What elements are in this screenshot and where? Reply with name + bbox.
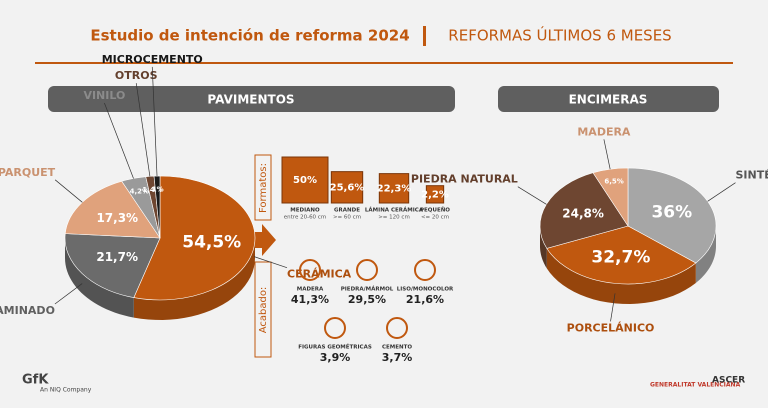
value-label: 29,5% [348,293,386,306]
value-label: 22,3% [377,183,412,194]
section-header [498,86,719,112]
gfk-note: An NIQ Company [40,387,92,394]
title-separator [423,26,426,46]
category-label: FIGURAS GEOMÉTRICAS [298,343,372,351]
pie-side [133,238,255,320]
leader-line [54,179,83,203]
value-label: 17,3% [96,211,138,225]
category-label: GRANDE [334,208,360,214]
category-label: PORCELÁNICO [567,321,655,334]
section-header [48,86,455,112]
title-rule [35,62,733,64]
category-label: CEMENTO [382,345,412,351]
subtitle: REFORMAS ÚLTIMOS 6 MESES [448,26,671,45]
category-label: SINTÉTICO [735,169,768,182]
category-label: PIEDRA NATURAL [411,173,518,186]
label-frame [254,154,272,221]
category-label: LÁMINA CERÁMICA [365,207,424,214]
finish-icon [324,317,346,339]
format-box [330,171,364,204]
category-sublabel: <= 20 cm [421,215,449,221]
finish-icon [386,317,408,339]
pie-side [695,226,716,283]
finish-icon [414,259,436,281]
value-label: 21,6% [406,293,444,306]
finish-icon [299,259,321,281]
format-box [425,185,445,204]
pie-slice [133,175,256,301]
category-label: MADERA [577,125,631,138]
value-label: 50% [293,175,317,186]
value-label: 3,7% [382,351,413,364]
pie-side [65,238,134,318]
pie-side [540,226,547,269]
value-label: 24,8% [562,207,604,221]
title: Estudio de intención de reforma 2024 [90,27,409,45]
value-label: 4,2% [130,188,149,196]
value-label: 21,7% [96,250,138,264]
value-label: 3,9% [320,351,351,364]
category-label: OTROS [115,69,158,82]
acabado-label: Acabado: [258,287,269,334]
leader-line [707,182,736,202]
section-title: PAVIMENTOS [207,93,294,107]
category-label: MADERA [297,287,324,293]
category-label: PARQUET [0,166,56,179]
value-label: 36% [651,202,692,222]
gva-logo: GENERALITAT VALENCIANA [650,382,741,389]
category-label: PEQUEÑO [420,207,450,214]
leader-line [54,283,83,305]
value-label: 1,4% [142,186,161,194]
category-label: VINILO [83,89,125,102]
leader-line [603,139,611,170]
value-label: 1% [152,186,164,194]
label-frame [254,261,272,358]
leader-line [135,83,151,177]
format-box [378,173,410,204]
value-label: 41,3% [291,293,329,306]
format-box [281,156,329,204]
finish-icon [356,259,378,281]
section-title: ENCIMERAS [569,93,648,107]
pie-side [546,248,696,304]
pie-slice [592,167,629,228]
category-label: LAMINADO [0,304,55,317]
category-sublabel: entre 20-60 cm [284,215,326,221]
leader-line [610,293,616,322]
value-label: 6,5% [604,178,623,186]
category-label: PIEDRA/MÁRMOL [341,286,394,293]
value-label: 25,6% [330,182,365,193]
value-label: 54,5% [182,233,241,253]
gfk-logo: GfK [22,373,49,388]
leader-line [151,66,158,177]
ascer-logo: ASCER [712,376,745,386]
category-label: MEDIANO [290,208,320,214]
category-sublabel: >= 120 cm [378,215,410,221]
category-sublabel: >= 60 cm [333,215,361,221]
value-label: 2,2% [421,189,449,200]
pie-slice [64,180,161,239]
category-label: LISO/MONOCOLOR [397,287,454,293]
formatos-label: Formatos: [258,163,269,213]
category-label: MICROCEMENTO [102,53,203,66]
value-label: 32,7% [591,248,650,268]
leader-line [517,186,547,205]
leader-line [253,256,288,268]
pie-slice [64,233,161,298]
pie-slice [546,225,697,285]
leader-line [104,102,134,179]
